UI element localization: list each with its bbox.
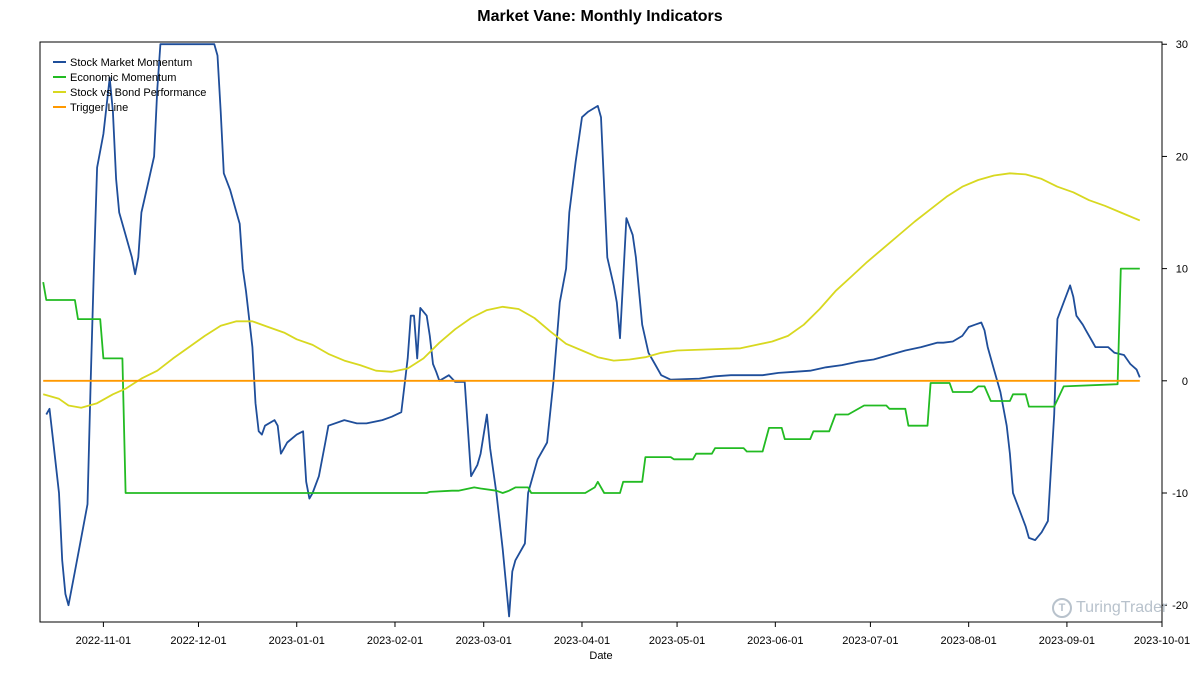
x-tick-label-6: 2023-05-01 <box>649 635 705 647</box>
x-tick-label-8: 2023-07-01 <box>842 635 898 647</box>
legend: Stock Market Momentum Economic Momentum St… <box>53 57 206 114</box>
x-tick-label-4: 2023-03-01 <box>456 635 512 647</box>
y-tick-label-3: 0 <box>1182 376 1188 388</box>
legend-label-3: Trigger Line <box>70 102 128 114</box>
legend-label-2: Stock vs Bond Performance <box>70 87 206 99</box>
plot-frame <box>39 41 1163 623</box>
series-line-0 <box>45 43 1141 618</box>
x-tick-label-5: 2023-04-01 <box>554 635 610 647</box>
x-tick-label-10: 2023-09-01 <box>1039 635 1095 647</box>
series-line-2 <box>42 172 1141 409</box>
x-tick-label-1: 2022-12-01 <box>170 635 226 647</box>
x-tick-label-0: 2022-11-01 <box>76 635 131 647</box>
x-tick-label-3: 2023-02-01 <box>367 635 423 647</box>
chart-title: Market Vane: Monthly Indicators <box>477 8 723 25</box>
x-axis-label: Date <box>589 650 613 662</box>
x-tick-label-11: 2023-10-01 <box>1134 635 1190 647</box>
x-tick-label-2: 2023-01-01 <box>269 635 325 647</box>
y-tick-label-0: 30 <box>1176 39 1188 51</box>
y-tick-label-5: -20 <box>1172 600 1188 612</box>
y-ticks: 30 20 10 0 -10 -20 <box>1162 39 1188 612</box>
turingtrader-logo-icon: T <box>1052 598 1072 618</box>
watermark: T TuringTrader <box>1052 598 1167 618</box>
legend-label-0: Stock Market Momentum <box>70 57 192 69</box>
x-tick-label-7: 2023-06-01 <box>747 635 803 647</box>
watermark-text: TuringTrader <box>1076 599 1168 616</box>
legend-label-1: Economic Momentum <box>70 72 176 84</box>
y-tick-label-2: 10 <box>1176 264 1188 276</box>
y-tick-label-1: 20 <box>1176 151 1188 163</box>
x-ticks: 2022-11-01 2022-12-01 2023-01-01 2023-02-01… <box>76 622 1190 647</box>
x-tick-label-9: 2023-08-01 <box>941 635 997 647</box>
y-tick-label-4: -10 <box>1172 488 1188 500</box>
series-line-1 <box>42 267 1140 494</box>
series-layer <box>42 43 1141 618</box>
